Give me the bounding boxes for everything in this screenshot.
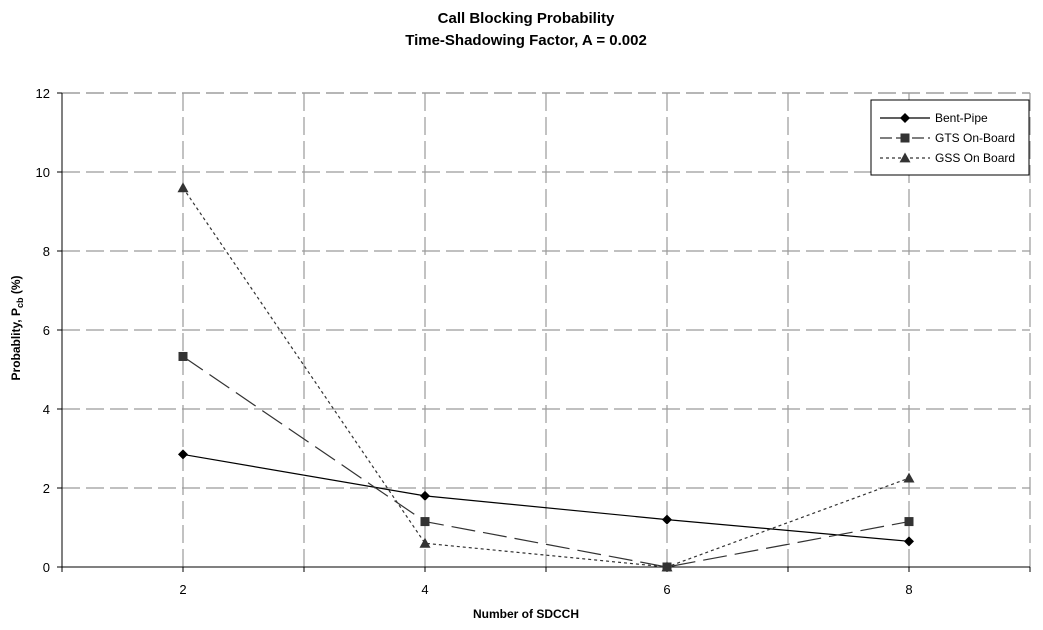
- y-tick-label: 10: [36, 165, 50, 180]
- series-3-point: [419, 537, 431, 548]
- chart-subtitle: Time-Shadowing Factor, A = 0.002: [405, 32, 647, 49]
- series-3-point: [661, 561, 673, 572]
- x-tick-label: 8: [905, 582, 912, 597]
- x-tick-label: 6: [663, 582, 670, 597]
- series-2-point: [420, 517, 430, 527]
- legend-marker-1: [900, 113, 910, 123]
- y-tick-label: 4: [43, 402, 50, 417]
- series-3-point: [177, 182, 189, 193]
- x-axis-title: Number of SDCCH: [473, 607, 579, 621]
- legend-label-3: GSS On Board: [935, 151, 1015, 165]
- legend-label-1: Bent-Pipe: [935, 111, 988, 125]
- legend: Bent-Pipe GTS On-Board GSS On Board: [870, 99, 1030, 176]
- series-line-2: [182, 355, 910, 568]
- series-1-point: [420, 490, 430, 501]
- chart-title: Call Blocking Probability: [438, 10, 615, 27]
- y-axis-title: Probablity, Pcb (%): [9, 276, 25, 381]
- series-2-point: [904, 517, 914, 527]
- y-axis-title-suffix: (%): [9, 276, 23, 298]
- y-tick-label: 0: [43, 560, 50, 575]
- y-tick-label: 2: [43, 481, 50, 496]
- legend-label-2: GTS On-Board: [935, 131, 1015, 145]
- series-line-1: [182, 453, 910, 542]
- legend-marker-2: [900, 133, 910, 143]
- x-tick-label: 4: [421, 582, 428, 597]
- series-2-point: [178, 351, 188, 361]
- series-3-point: [903, 472, 915, 483]
- y-axis-title-main: Probablity, P: [9, 308, 23, 380]
- y-tick-label: 12: [36, 86, 50, 101]
- series-1-point: [662, 514, 672, 525]
- y-axis-title-subscript: cb: [15, 297, 25, 308]
- series-1-point: [904, 536, 914, 547]
- y-tick-label: 8: [43, 244, 50, 259]
- series-1-point: [178, 449, 188, 460]
- legend-marker-3: [899, 152, 911, 163]
- y-tick-label: 6: [43, 323, 50, 338]
- x-tick-label: 2: [179, 582, 186, 597]
